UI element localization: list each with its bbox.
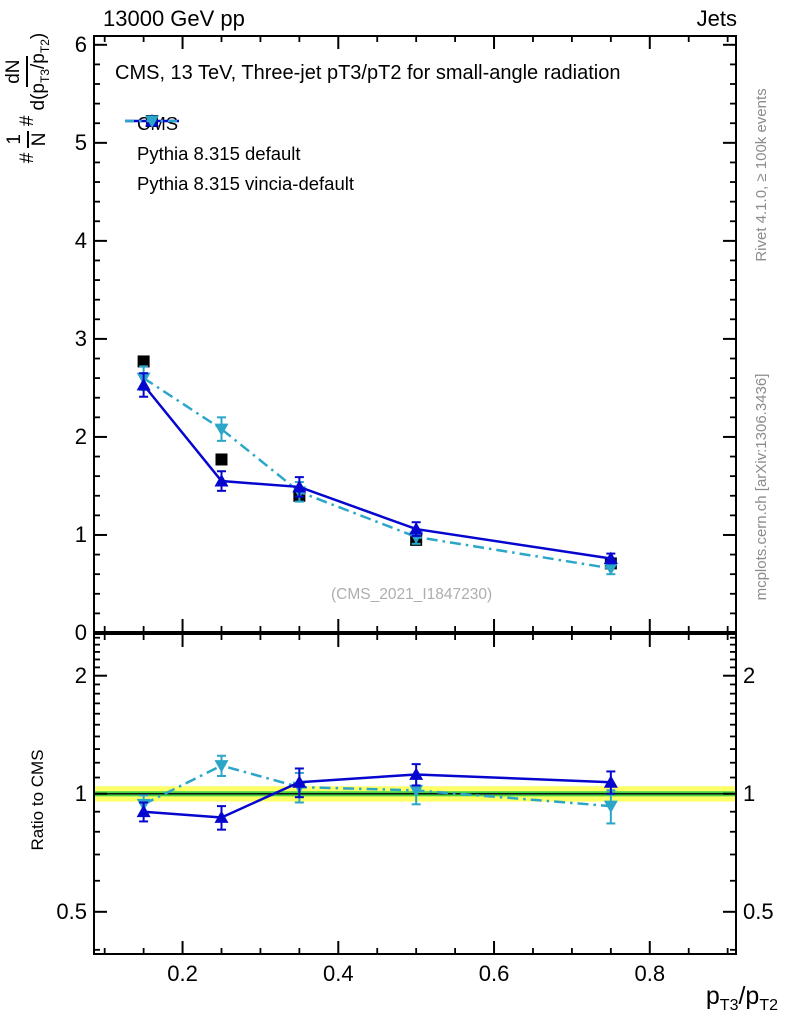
tick-label: 0.5 [743, 898, 774, 924]
ratio-plot-canvas [93, 633, 737, 955]
main-plot-canvas [93, 35, 737, 633]
tick-label: 6 [74, 31, 87, 57]
tick-label: 0.6 [478, 961, 510, 986]
plot-title: CMS, 13 TeV, Three-jet pT3/pT2 for small… [115, 62, 621, 84]
mcplots-reference-label: mcplots.cern.ch [arXiv:1306.3436] [753, 373, 770, 601]
x-axis-title: pT3/pT2 [705, 982, 778, 1014]
legend-item-pythia-vincia: Pythia 8.315 vincia-default [123, 115, 354, 199]
beam-energy-label: 13000 GeV pp [103, 6, 245, 31]
ylabel-hash: # [17, 115, 38, 127]
tick-label: 1 [74, 780, 87, 806]
tick-label: 2 [74, 423, 87, 449]
tick-label: 1 [743, 780, 756, 806]
tick-label: 0.8 [634, 961, 666, 986]
tick-label: 2 [74, 662, 87, 688]
ratio-plot-panel [93, 633, 737, 955]
tick-label: 0.5 [56, 898, 87, 924]
tick-label: 4 [74, 227, 87, 253]
tick-label: 2 [743, 662, 756, 688]
legend-item-pythia-default: Pythia 8.315 default [123, 114, 354, 169]
legend: CMS Pythia 8.315 default Pythia 8.315 vi… [123, 109, 354, 199]
analysis-id-watermark: (CMS_2021_I1847230) [331, 586, 493, 603]
main-plot-panel: CMS, 13 TeV, Three-jet pT3/pT2 for small… [93, 35, 737, 633]
pythia-vincia-marker-icon [125, 115, 179, 128]
tick-label: 0.2 [167, 961, 198, 986]
tick-label: 0.4 [322, 961, 354, 986]
tick-label: 1 [74, 521, 87, 547]
analysis-group-label: Jets [696, 6, 737, 31]
tick-label: 5 [74, 129, 87, 155]
tick-label: 3 [74, 325, 87, 351]
rivet-version-label: Rivet 4.1.0, ≥ 100k events [753, 88, 770, 262]
tick-label: 0 [74, 620, 87, 645]
